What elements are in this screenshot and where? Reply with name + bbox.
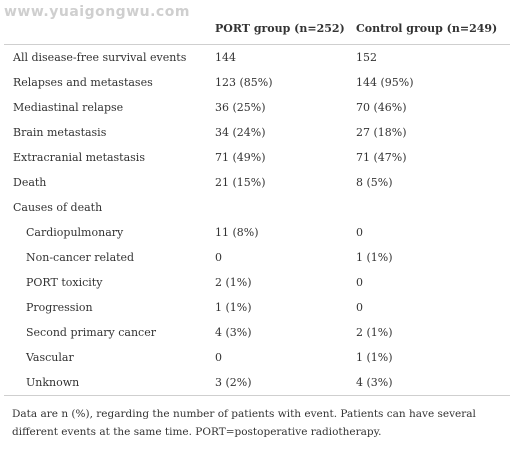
row-label: Unknown [26,375,80,389]
port-group-value: 0 [215,350,222,364]
row-label: Progression [26,300,93,314]
table-row: PORT toxicity 2 (1%) 0 [4,270,510,295]
table-row: Mediastinal relapse 36 (25%) 70 (46%) [4,95,510,120]
port-group-value: 1 (1%) [215,300,252,314]
control-group-value: 27 (18%) [356,125,407,139]
table-header-row: PORT group (n=252) Control group (n=249) [4,14,510,45]
control-group-value: 152 [356,50,377,64]
table-body: All disease-free survival events 144 152 Re… [4,45,510,396]
port-group-value: 11 (8%) [215,225,259,239]
header-empty [4,14,206,45]
table-container: PORT group (n=252) Control group (n=249)… [0,14,531,396]
table-row: Vascular 0 1 (1%) [4,345,510,370]
port-group-value: 71 (49%) [215,150,266,164]
table-row: All disease-free survival events 144 152 [4,45,510,71]
control-group-value: 70 (46%) [356,100,407,114]
port-group-value: 123 (85%) [215,75,273,89]
row-label: PORT toxicity [26,275,103,289]
control-group-value: 71 (47%) [356,150,407,164]
row-label: Mediastinal relapse [13,100,124,114]
row-label: Brain metastasis [13,125,107,139]
events-table: PORT group (n=252) Control group (n=249)… [4,14,510,396]
table-row: Relapses and metastases 123 (85%) 144 (95%… [4,70,510,95]
row-label: Cardiopulmonary [26,225,124,239]
watermark-text: www.yuaigongwu.com [4,4,190,20]
control-group-value: 0 [356,275,363,289]
port-group-value: 36 (25%) [215,100,266,114]
row-label: Causes of death [13,200,103,214]
row-label: Extracranial metastasis [13,150,145,164]
port-group-value: 0 [215,250,222,264]
table-row: Second primary cancer 4 (3%) 2 (1%) [4,320,510,345]
header-port-group: PORT group (n=252) [215,22,345,35]
table-row: Unknown 3 (2%) 4 (3%) [4,370,510,396]
port-group-value [206,195,347,220]
control-group-value: 1 (1%) [356,250,393,264]
port-group-value: 34 (24%) [215,125,266,139]
table-row: Brain metastasis 34 (24%) 27 (18%) [4,120,510,145]
control-group-value: 2 (1%) [356,325,393,339]
port-group-value: 21 (15%) [215,175,266,189]
table-row: Death 21 (15%) 8 (5%) [4,170,510,195]
header-control-group: Control group (n=249) [356,22,498,35]
row-label: Non-cancer related [26,250,135,264]
control-group-value: 0 [356,225,363,239]
port-group-value: 2 (1%) [215,275,252,289]
control-group-value: 4 (3%) [356,375,393,389]
row-label: Second primary cancer [26,325,156,339]
row-label: Relapses and metastases [13,75,153,89]
port-group-value: 144 [215,50,236,64]
row-label: Vascular [26,350,74,364]
port-group-value: 3 (2%) [215,375,252,389]
control-group-value: 8 (5%) [356,175,393,189]
control-group-value [347,195,510,220]
table-row: Extracranial metastasis 71 (49%) 71 (47%) [4,145,510,170]
table-row: Progression 1 (1%) 0 [4,295,510,320]
table-row: Non-cancer related 0 1 (1%) [4,245,510,270]
control-group-value: 0 [356,300,363,314]
control-group-value: 1 (1%) [356,350,393,364]
table-row: Cardiopulmonary 11 (8%) 0 [4,220,510,245]
port-group-value: 4 (3%) [215,325,252,339]
row-label: All disease-free survival events [13,50,187,64]
table-row: Causes of death [4,195,510,220]
control-group-value: 144 (95%) [356,75,414,89]
table-footnote: Data are n (%), regarding the number of … [12,408,476,438]
row-label: Death [13,175,47,189]
